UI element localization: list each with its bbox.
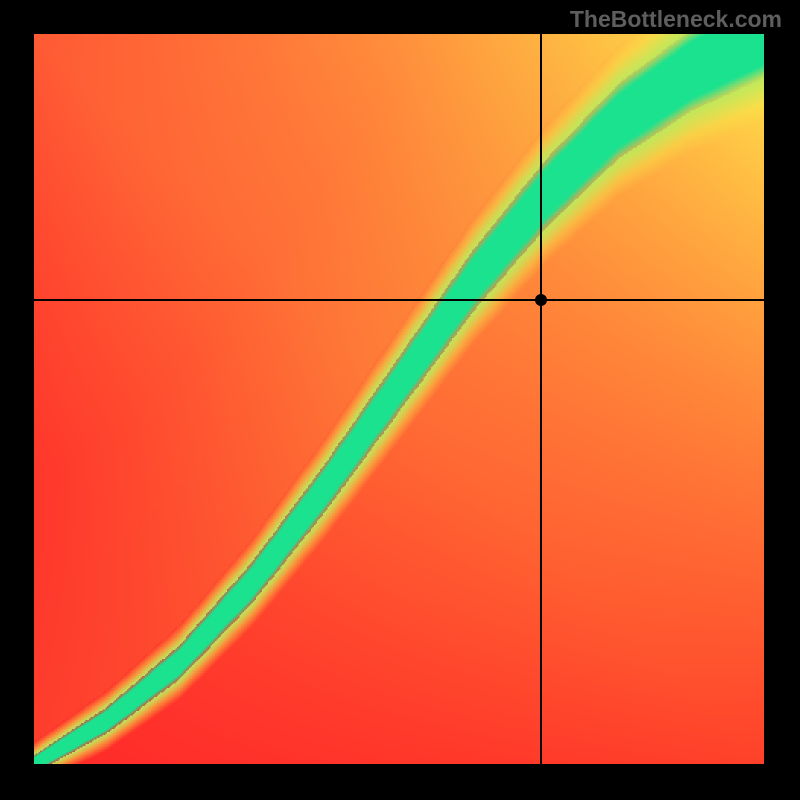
- heatmap-plot-area: [34, 34, 764, 764]
- crosshair-marker-dot: [535, 294, 547, 306]
- crosshair-horizontal-line: [34, 299, 764, 301]
- crosshair-vertical-line: [540, 34, 542, 764]
- chart-container: TheBottleneck.com: [0, 0, 800, 800]
- heatmap-canvas: [34, 34, 764, 764]
- watermark-text: TheBottleneck.com: [570, 6, 782, 33]
